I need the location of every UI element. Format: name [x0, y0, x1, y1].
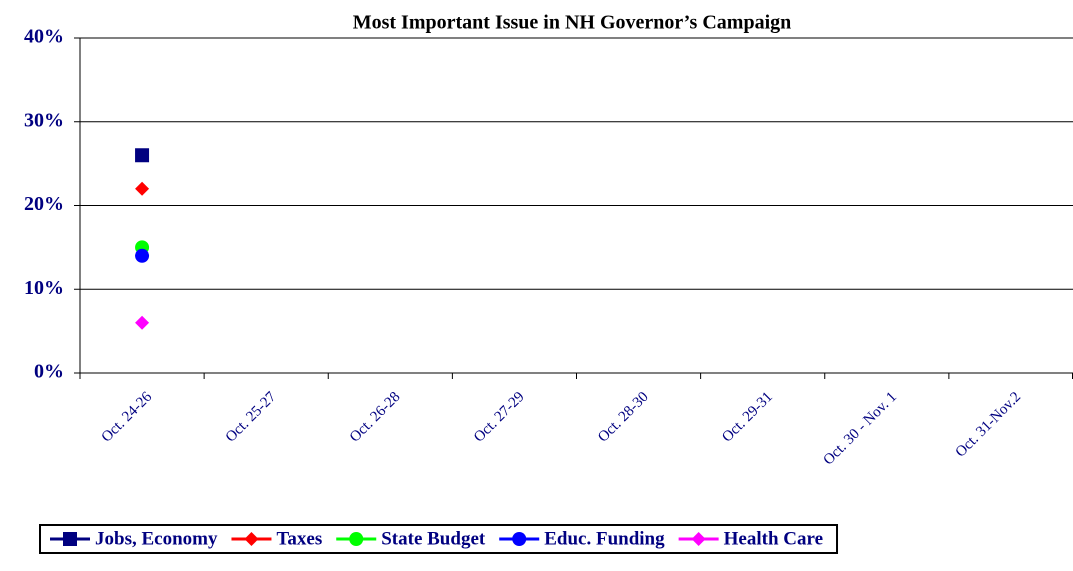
- data-point: [135, 148, 150, 163]
- data-point: [135, 315, 150, 330]
- legend-marker: [244, 532, 259, 546]
- x-tick-label: Oct. 24-26: [99, 389, 156, 446]
- x-tick-label: Oct. 25-27: [223, 389, 280, 446]
- x-tick-label: Oct. 31-Nov.2: [953, 389, 1025, 461]
- legend-label: Health Care: [724, 528, 823, 549]
- y-tick-label: 30%: [24, 109, 64, 131]
- data-point: [135, 248, 150, 263]
- x-tick-label: Oct. 26-28: [347, 389, 404, 446]
- chart-title: Most Important Issue in NH Governor’s Ca…: [353, 12, 792, 34]
- legend-marker: [691, 532, 706, 546]
- legend: Jobs, Economy Taxes State Budget Educ. Fund…: [39, 524, 839, 554]
- legend-marker: [63, 532, 77, 546]
- legend-label: Jobs, Economy: [95, 528, 218, 549]
- x-tick-label: Oct. 27-29: [471, 389, 528, 446]
- legend-label: State Budget: [381, 528, 486, 549]
- x-tick-label: Oct. 28-30: [595, 389, 652, 446]
- x-tick-label: Oct. 30 - Nov. 1: [821, 389, 901, 469]
- y-tick-label: 0%: [34, 361, 64, 383]
- legend-label: Educ. Funding: [544, 528, 665, 549]
- data-point: [135, 181, 150, 196]
- y-tick-label: 20%: [24, 193, 64, 215]
- legend-marker: [349, 532, 364, 546]
- y-tick-label: 40%: [24, 26, 64, 48]
- x-tick-label: Oct. 29-31: [719, 389, 776, 446]
- legend-label: Taxes: [276, 528, 322, 549]
- legend-marker: [512, 532, 527, 546]
- y-tick-label: 10%: [24, 277, 64, 299]
